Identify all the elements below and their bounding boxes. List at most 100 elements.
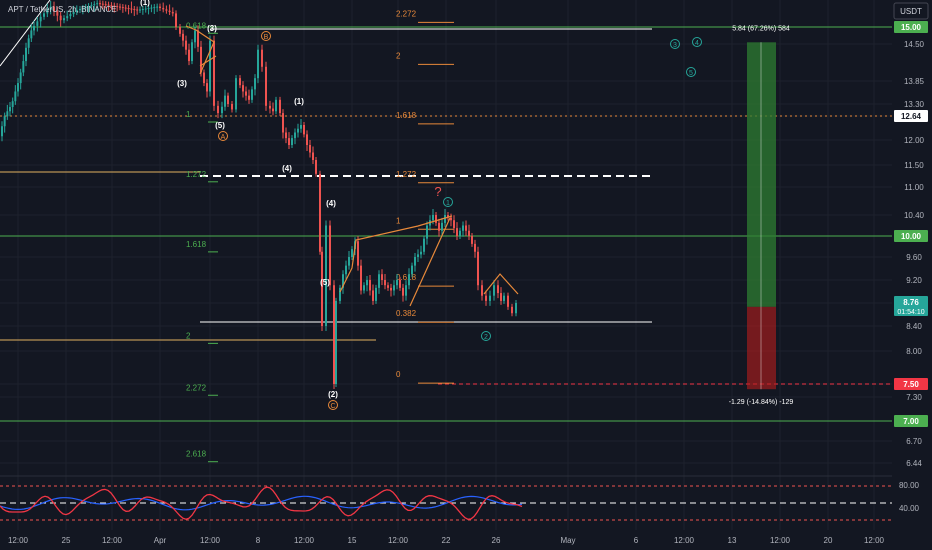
candle-body	[14, 91, 17, 102]
time-tick: May	[560, 536, 575, 545]
candle-body	[213, 40, 215, 106]
candle-body	[423, 238, 425, 252]
candle-body	[182, 33, 184, 41]
time-tick: Apr	[154, 536, 167, 545]
wave-circle-teal	[670, 39, 680, 49]
wave-label-teal: 4	[695, 40, 699, 47]
candle-body	[194, 30, 196, 43]
candle-body	[339, 287, 341, 301]
candle-body	[248, 95, 250, 100]
fib-orange-label: 1.618	[396, 111, 417, 120]
candle-body	[144, 8, 147, 10]
candle-body	[1, 126, 3, 137]
candle-body	[9, 107, 11, 112]
candle-body	[133, 9, 136, 11]
candle-body	[474, 243, 476, 252]
wave-label: (1)	[140, 0, 150, 7]
time-tick: 12:00	[864, 536, 885, 545]
candle-body	[269, 105, 271, 109]
candle-body	[333, 285, 335, 384]
fib-green-label: 2.618	[186, 450, 207, 459]
wave-label-orange: A	[221, 134, 226, 141]
candle-body	[288, 138, 290, 145]
wave-drawing	[199, 55, 217, 67]
wave-label: (1)	[294, 97, 304, 106]
price-tag	[894, 415, 928, 427]
candle-body	[69, 14, 72, 17]
long-position-tool[interactable]: 5.84 (67.26%) 584 -1.29 (-14.84%) -129	[729, 25, 794, 406]
candle-body	[162, 7, 165, 10]
candle-body	[348, 257, 350, 266]
candle-body	[96, 3, 99, 5]
wave-label-orange: B	[264, 34, 269, 41]
stop-label: -1.29 (-14.84%) -129	[729, 399, 794, 406]
wave-label: (5)	[215, 121, 225, 130]
rsi-oscillator	[0, 485, 892, 521]
candle-body	[503, 295, 505, 301]
candle-body	[507, 295, 509, 307]
candle-body	[396, 280, 398, 286]
wave-label-orange: C	[330, 403, 335, 410]
candle-body	[393, 285, 395, 291]
candle-body	[168, 10, 171, 13]
currency-box[interactable]: USDT	[893, 2, 929, 20]
candle-body	[101, 3, 104, 5]
candle-body	[493, 285, 495, 296]
candle-body	[372, 290, 374, 301]
wave-circle-teal	[692, 37, 702, 47]
candle-body	[46, 10, 49, 14]
candle-body	[221, 106, 223, 114]
candle-body	[121, 7, 124, 9]
candle-body	[515, 303, 517, 314]
candle-body	[435, 215, 437, 223]
price-tick: 12.00	[904, 136, 925, 145]
wave-drawing	[409, 217, 451, 307]
candle-body	[242, 85, 244, 92]
target-label: 5.84 (67.26%) 584	[732, 25, 790, 32]
candle-body	[384, 280, 386, 286]
loss-zone	[747, 306, 776, 390]
candle-body	[465, 225, 467, 231]
currency-label: USDT	[900, 7, 922, 16]
candle-body	[217, 105, 219, 114]
candle-body	[22, 61, 25, 73]
time-axis[interactable]: 12:00 25 12:00 Apr 12:00 8 12:00 15 12:00 22 26 May…	[0, 530, 932, 550]
candles	[1, 0, 517, 389]
candle-body	[127, 8, 130, 10]
candle-body	[441, 222, 443, 231]
price-axis[interactable]: 14.50 13.85 13.30 12.00 11.50 11.00 10.40 9.60 9…	[892, 0, 932, 550]
candle-body	[335, 300, 337, 384]
price-tick: 6.70	[906, 437, 922, 446]
candle-body	[81, 8, 84, 10]
wave-circle-teal	[481, 331, 491, 341]
candle-body	[19, 72, 22, 84]
wave-label-teal: 1	[446, 200, 450, 207]
candle-body	[39, 16, 42, 22]
price-tick: 11.50	[904, 161, 924, 170]
price-tick: 9.60	[906, 253, 922, 262]
candle-body	[147, 8, 150, 10]
candle-body	[79, 9, 81, 11]
candle-body	[462, 225, 464, 231]
price-tag	[894, 230, 928, 242]
osc-tick: 40.00	[899, 504, 920, 513]
time-tick: 12:00	[294, 536, 315, 545]
candle-body	[33, 25, 35, 31]
candle-body	[438, 222, 440, 231]
candle-body	[468, 230, 470, 236]
price-tick: 10.40	[904, 211, 925, 220]
price-tick: 11.00	[904, 183, 924, 192]
candle-body	[342, 274, 344, 288]
candle-body	[30, 30, 33, 39]
candle-body	[43, 13, 45, 17]
candle-body	[209, 40, 211, 92]
wave-label: (2)	[328, 390, 338, 399]
candle-body	[224, 95, 226, 107]
candle-body	[200, 46, 202, 73]
time-tick: 12:00	[102, 536, 123, 545]
candle-body	[141, 9, 144, 11]
candle-body	[227, 95, 229, 104]
candle-body	[291, 138, 293, 145]
fib-green-label: 1	[186, 110, 191, 119]
